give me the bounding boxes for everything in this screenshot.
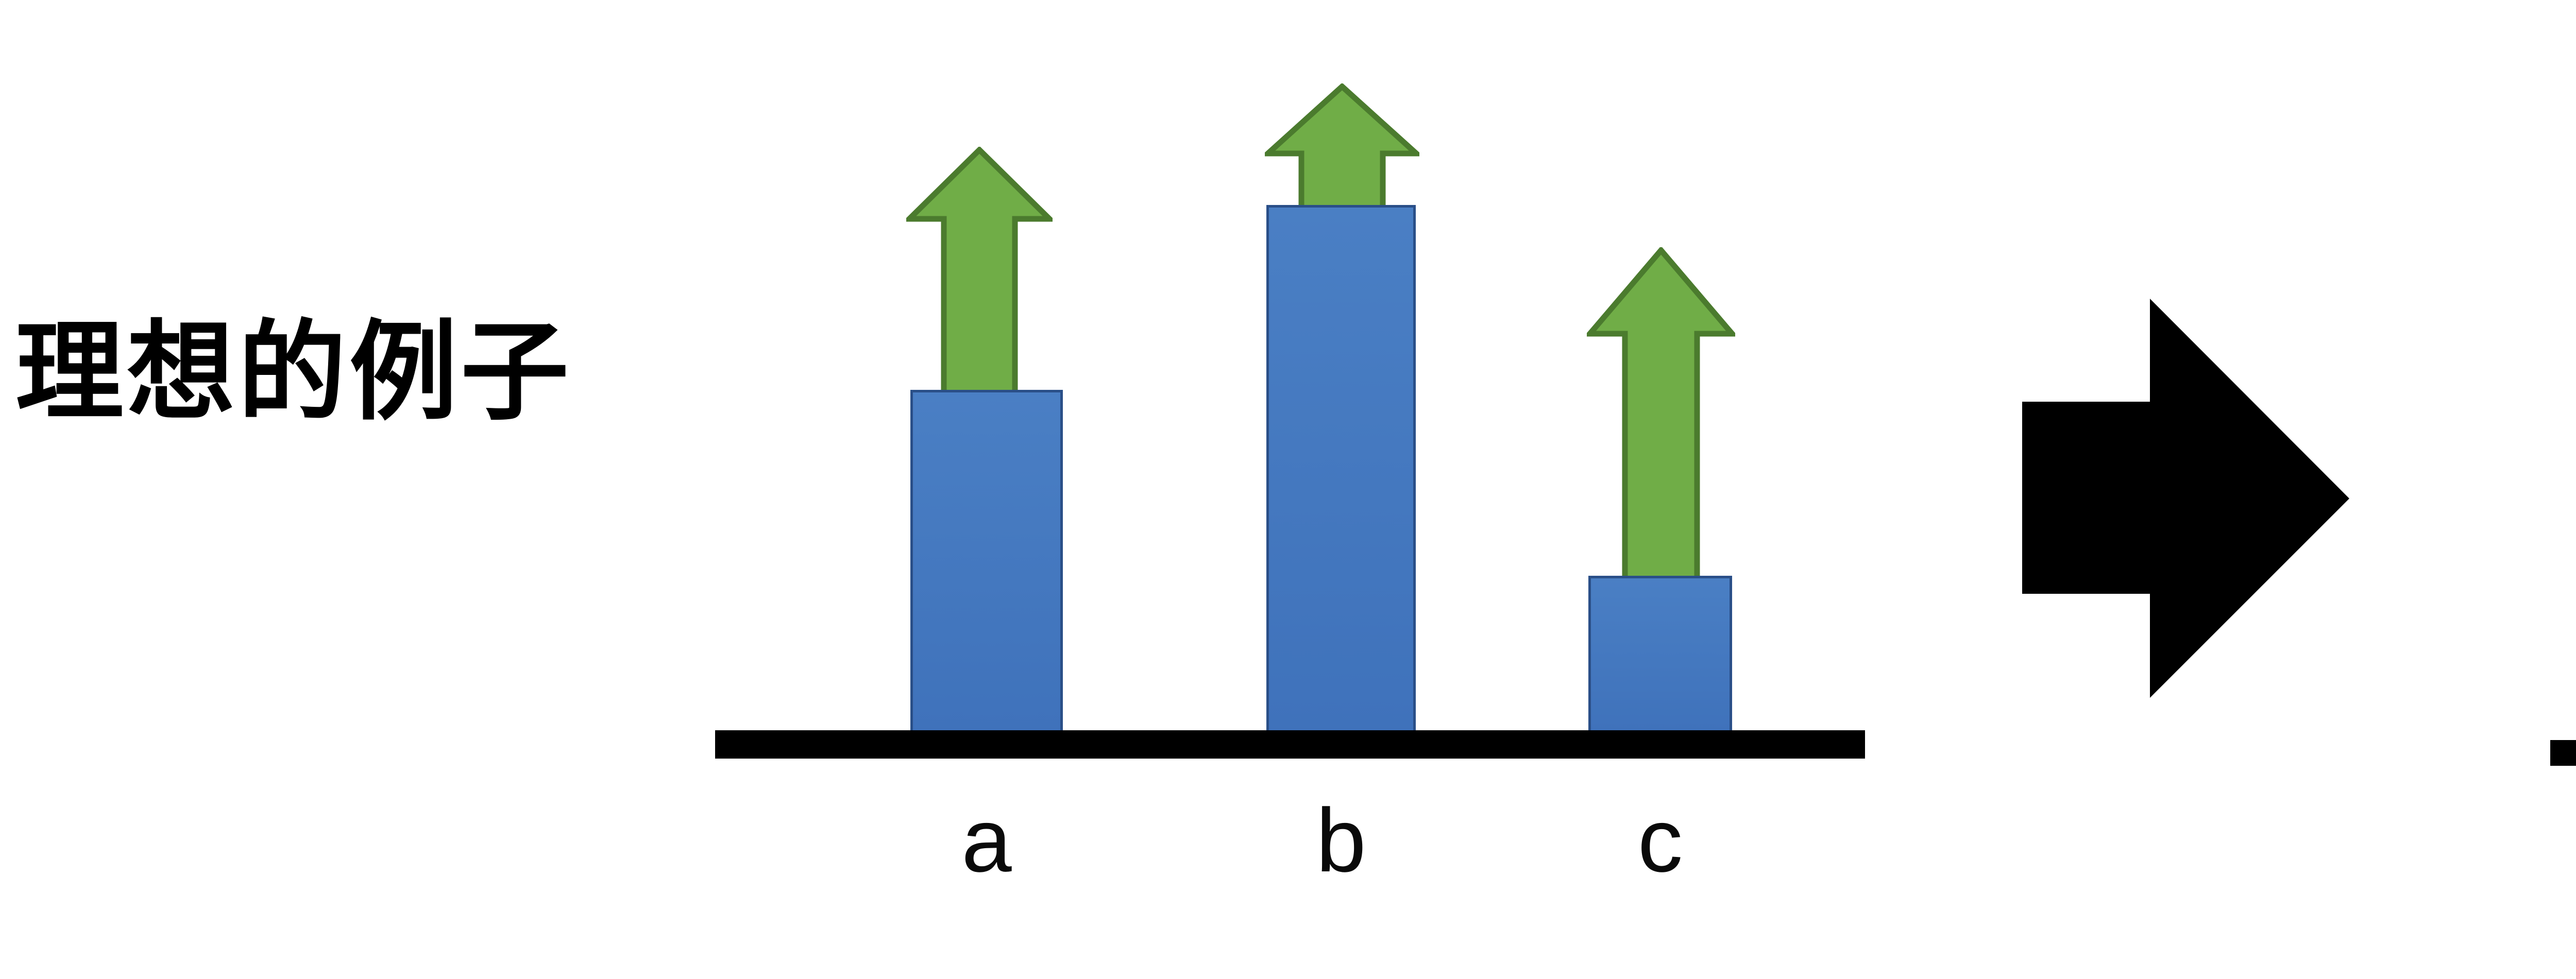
reality-chart-baseline <box>2550 740 2576 766</box>
cat-label-ideal-b: b <box>1316 791 1366 891</box>
ideal-chart-baseline <box>715 730 1865 759</box>
bar-ideal-c <box>1588 576 1732 734</box>
bar-ideal-b <box>1266 205 1416 734</box>
left-caption: 理想的例子 <box>15 314 572 433</box>
arrow-right-icon <box>2022 299 2349 698</box>
growth-arrow-up-icon-a <box>906 147 1053 402</box>
bar-ideal-a <box>910 390 1063 734</box>
cat-label-ideal-c: c <box>1637 791 1683 891</box>
cat-label-ideal-a: a <box>961 791 1012 891</box>
growth-arrow-up-icon-b <box>1265 83 1419 215</box>
growth-arrow-up-icon-c <box>1587 247 1735 586</box>
